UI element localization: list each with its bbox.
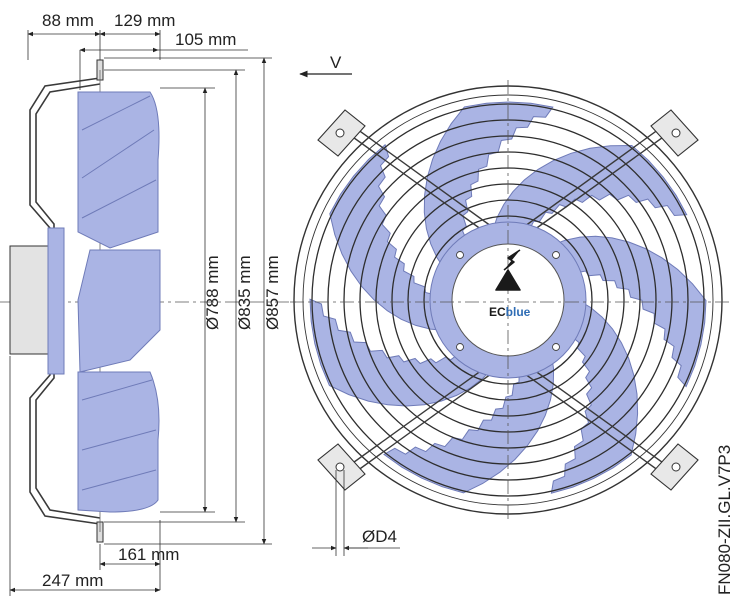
bolt-holes	[335, 128, 681, 472]
side-motor-flange	[47, 227, 65, 375]
dim-lines-vertical	[104, 57, 272, 545]
hub-screws	[456, 251, 560, 351]
dim-lines-bottom	[9, 356, 161, 596]
dim-788: Ø788 mm	[203, 255, 222, 330]
bolt-hole-top-left	[335, 128, 345, 138]
front-blade	[329, 143, 446, 331]
view-arrow-label: V	[330, 53, 342, 72]
front-blade	[491, 144, 688, 233]
model-code: FN080-ZII.GL.V7P3	[715, 445, 734, 595]
front-struts	[342, 123, 674, 477]
dim-d4-lines	[312, 470, 400, 556]
side-view: 88 mm 129 mm 105 mm Ø788 mm Ø835 mm Ø857…	[0, 11, 300, 596]
dim-d4: ØD4	[362, 527, 397, 546]
dim-161: 161 mm	[118, 545, 179, 564]
front-blade	[550, 299, 639, 494]
dim-105: 105 mm	[175, 30, 236, 49]
front-blade	[383, 353, 555, 494]
bolt-hole-top-right	[671, 128, 681, 138]
logo-text: ECblue	[489, 305, 531, 319]
side-blades	[77, 91, 161, 513]
guard-ring	[311, 103, 705, 497]
dim-835: Ø835 mm	[235, 255, 254, 330]
bolt-hole-bottom-left	[335, 462, 345, 472]
dim-88: 88 mm	[42, 11, 94, 30]
bolt-hole-bottom-right	[671, 462, 681, 472]
logo-mark	[495, 249, 521, 291]
front-blade	[550, 235, 707, 388]
side-motor	[9, 245, 51, 355]
front-view: V	[290, 53, 734, 595]
dim-247: 247 mm	[42, 571, 103, 590]
dim-129: 129 mm	[114, 11, 175, 30]
dim-lines-top	[27, 30, 248, 90]
ecblue-logo: ECblue	[489, 249, 531, 319]
dim-857: Ø857 mm	[263, 255, 282, 330]
